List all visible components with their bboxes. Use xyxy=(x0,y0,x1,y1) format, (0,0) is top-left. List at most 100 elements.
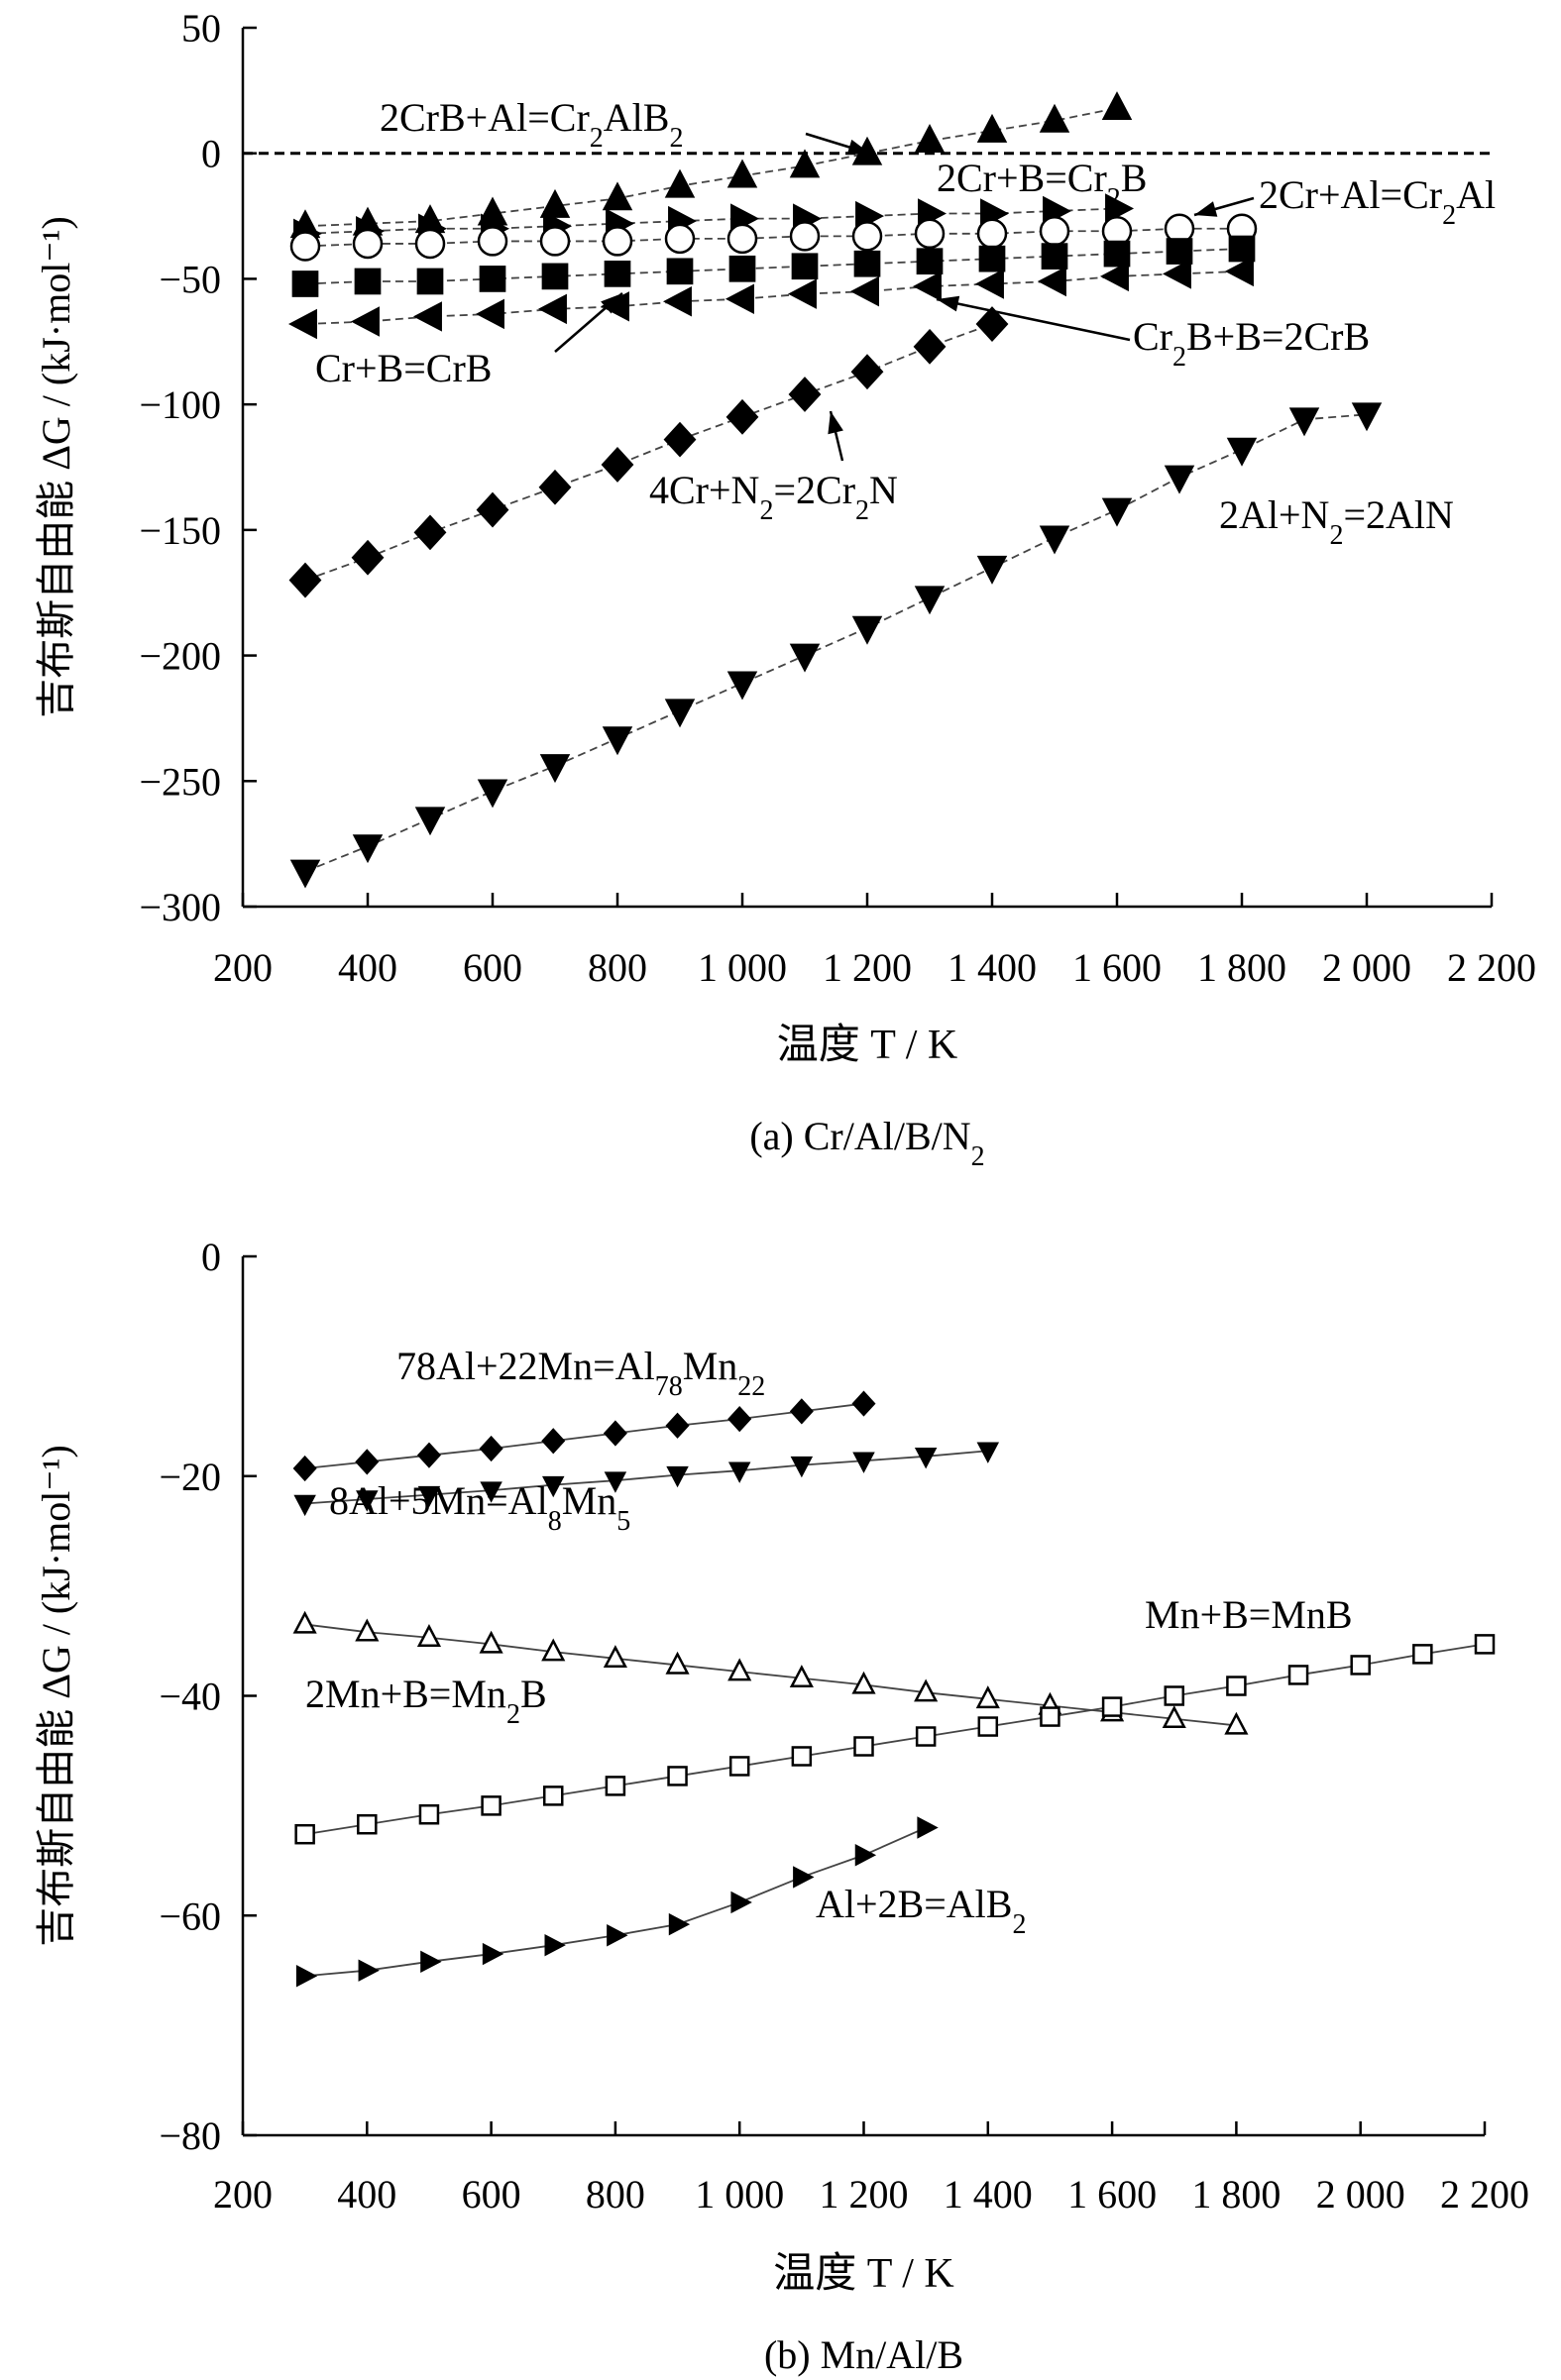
series-annotation: 4Cr+N2=2Cr2N xyxy=(649,468,898,526)
chart-caption: (b) Mn/Al/B xyxy=(764,2332,963,2377)
data-point xyxy=(1105,193,1135,224)
data-point xyxy=(354,268,382,295)
data-point xyxy=(418,1803,440,1825)
data-point xyxy=(1041,243,1068,270)
data-point xyxy=(914,1678,939,1702)
data-point xyxy=(725,283,754,314)
x-tick-label: 200 xyxy=(213,945,273,990)
data-point xyxy=(605,1776,626,1796)
data-point xyxy=(414,228,446,260)
data-point xyxy=(603,1420,627,1447)
series-annotation: Cr+B=CrB xyxy=(315,346,492,390)
data-point xyxy=(352,228,384,260)
x-tick-label: 1 600 xyxy=(1067,2172,1157,2217)
data-point xyxy=(662,285,692,317)
data-point xyxy=(1164,1685,1184,1706)
data-point xyxy=(977,1716,999,1737)
data-point xyxy=(294,1823,315,1845)
y-tick-label: 50 xyxy=(181,6,221,51)
data-point xyxy=(789,643,821,673)
data-point xyxy=(541,263,569,290)
data-point xyxy=(1228,235,1256,263)
data-point xyxy=(1039,216,1070,247)
annotation-arrow-line xyxy=(936,297,1131,342)
data-point xyxy=(293,1494,316,1517)
data-point xyxy=(727,1461,751,1483)
data-point xyxy=(538,469,572,505)
data-point xyxy=(727,1658,752,1681)
data-point xyxy=(912,270,942,302)
x-tick-label: 1 400 xyxy=(948,945,1037,990)
x-tick-label: 1 400 xyxy=(944,2172,1033,2217)
data-point xyxy=(477,226,508,257)
y-tick-label: −250 xyxy=(139,759,221,804)
data-point xyxy=(539,188,571,218)
x-tick-label: 800 xyxy=(588,945,647,990)
data-point xyxy=(602,226,633,257)
y-tick-label: −100 xyxy=(139,382,221,427)
data-point xyxy=(539,754,571,784)
data-point xyxy=(667,1766,688,1786)
data-point xyxy=(603,1645,627,1669)
data-point xyxy=(355,1449,380,1475)
series-line xyxy=(304,248,1243,285)
series-annotation: 2CrB+Al=Cr2AlB2 xyxy=(380,95,683,154)
data-point xyxy=(1162,1705,1186,1729)
y-axis-label: 吉布斯自由能 ΔG / (kJ·mol⁻¹) xyxy=(34,216,78,718)
x-tick-label: 2 200 xyxy=(1447,945,1536,990)
data-point xyxy=(541,1638,566,1662)
chart-a: 50 0 −50 −100 −150 −200 −250 −300 200 400 600 800 1 … xyxy=(34,6,1536,1172)
x-tick-label: 1 200 xyxy=(823,945,912,990)
data-point xyxy=(728,255,756,282)
data-point xyxy=(1101,1696,1123,1717)
data-point xyxy=(351,539,385,576)
y-tick-label: 0 xyxy=(201,1235,221,1279)
data-point xyxy=(663,421,697,458)
series-annotation: 2Cr+B=Cr2B xyxy=(937,156,1147,214)
data-point xyxy=(1039,525,1070,555)
data-point xyxy=(543,1785,564,1806)
series-line xyxy=(304,1623,1237,1727)
data-point xyxy=(542,1475,565,1498)
data-point xyxy=(1099,261,1129,292)
data-point xyxy=(788,377,822,412)
data-point xyxy=(789,1398,814,1425)
data-point xyxy=(355,1618,380,1642)
series-annotation: 8Al+5Mn=Al8Mn5 xyxy=(329,1478,630,1537)
x-tick-label: 1 800 xyxy=(1191,2172,1281,2217)
data-point xyxy=(1288,407,1320,437)
data-point xyxy=(664,223,696,255)
data-point xyxy=(730,1891,752,1914)
data-point xyxy=(914,124,946,153)
data-point xyxy=(975,1685,1000,1709)
x-tick-label: 1 600 xyxy=(1072,945,1162,990)
data-point xyxy=(851,615,883,645)
data-point xyxy=(974,269,1004,299)
data-point xyxy=(539,226,571,257)
data-point xyxy=(793,1866,815,1889)
data-point xyxy=(914,218,946,250)
data-point xyxy=(413,514,447,551)
y-tick-label: −300 xyxy=(139,885,221,929)
data-point xyxy=(1226,437,1258,467)
data-point xyxy=(1351,402,1383,432)
data-point xyxy=(913,328,947,365)
y-tick-label: −50 xyxy=(159,257,221,301)
series-2 xyxy=(293,1442,1000,1517)
data-point xyxy=(914,586,946,615)
data-point xyxy=(726,671,758,701)
data-point xyxy=(916,248,944,275)
data-point xyxy=(726,223,758,255)
data-point xyxy=(791,253,819,280)
data-point xyxy=(789,221,821,252)
data-point xyxy=(789,149,821,178)
annotation-arrow-head xyxy=(828,411,843,435)
data-point xyxy=(602,726,633,756)
data-point xyxy=(295,1964,318,1988)
data-point xyxy=(914,1448,938,1469)
y-tick-label: 0 xyxy=(201,132,221,176)
data-point xyxy=(476,491,509,528)
y-tick-label: −200 xyxy=(139,634,221,679)
data-point xyxy=(292,1455,317,1482)
